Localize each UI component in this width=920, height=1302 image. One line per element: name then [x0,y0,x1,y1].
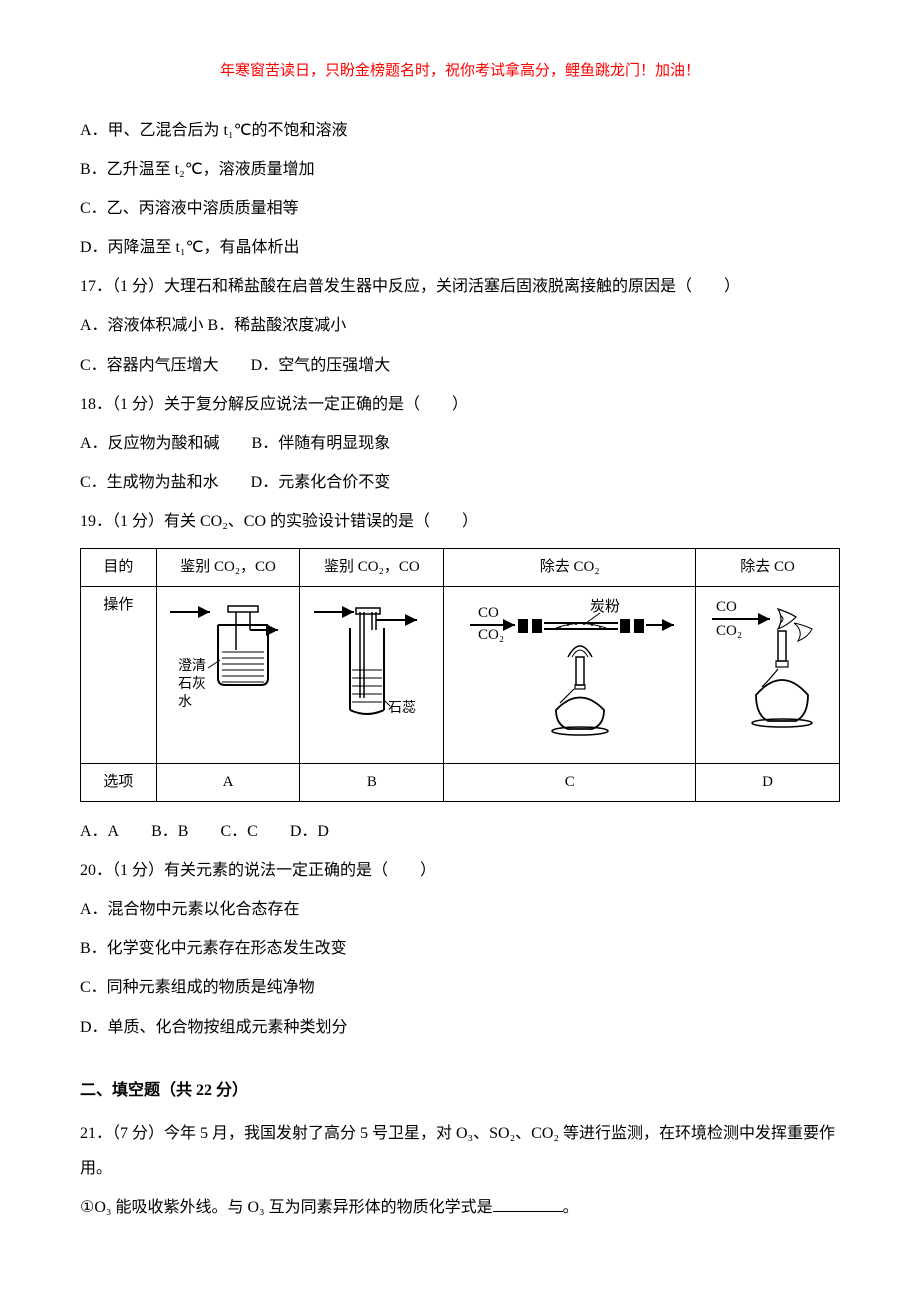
q21-stem: 21．（7 分）今年 5 月，我国发射了高分 5 号卫星，对 O₃、SO₂、CO… [80,1116,840,1186]
q17-stem: 17．（1 分）大理石和稀盐酸在启普发生器中反应，关闭活塞后固液脱离接触的原因是… [80,269,840,304]
q20-option-b: B．化学变化中元素存在形态发生改变 [80,931,840,966]
cell-option-a: A [156,763,300,801]
q18-options-ab: A．反应物为酸和碱 B．伴随有明显现象 [80,426,840,461]
q16-option-a: A．甲、乙混合后为 t₁℃的不饱和溶液 [80,113,840,148]
q18-stem: 18．（1 分）关于复分解反应说法一定正确的是（ ） [80,387,840,422]
diagram-a: 澄清 石灰 水 [156,586,300,763]
diagram-c: CO CO₂ 炭粉 [444,586,696,763]
label-co-in: CO [478,605,499,621]
q19-stem: 19．（1 分）有关 CO₂、CO 的实验设计错误的是（ ） [80,504,840,539]
q19-inline-d: D．D [290,814,329,849]
q16-option-b: B．乙升温至 t₂℃，溶液质量增加 [80,152,840,187]
cell-purpose-d: 除去 CO [696,548,840,586]
svg-text:石灰: 石灰 [178,676,206,692]
cell-operation-label: 操作 [81,586,157,763]
cell-option-c: C [444,763,696,801]
q20-option-a: A．混合物中元素以化合态存在 [80,892,840,927]
label-limewater: 澄清 [178,658,206,674]
label-co2-in: CO₂ [478,627,504,643]
cell-purpose-c: 除去 CO₂ [444,548,696,586]
cell-option-label: 选项 [81,763,157,801]
q19-inline-a: A．A [80,814,119,849]
q16-option-d: D．丙降温至 t₁℃，有晶体析出 [80,230,840,265]
q16-option-c: C．乙、丙溶液中溶质质量相等 [80,191,840,226]
q21-part1-post: 。 [563,1199,579,1216]
q17-options-ab: A．溶液体积减小 B．稀盐酸浓度减小 [80,308,840,343]
table-row: 目的 鉴别 CO₂，CO 鉴别 CO₂，CO 除去 CO₂ 除去 CO [81,548,840,586]
q19-options: A．A B．B C．C D．D [80,814,840,849]
fill-blank[interactable] [493,1196,563,1212]
q20-option-c: C．同种元素组成的物质是纯净物 [80,970,840,1005]
table-row: 选项 A B C D [81,763,840,801]
page-motto: 年寒窗苦读日，只盼金榜题名时，祝你考试拿高分，鲤鱼跳龙门！加油！ [80,60,840,83]
q17-options-cd: C．容器内气压增大 D．空气的压强增大 [80,348,840,383]
label-carbon-powder: 炭粉 [590,598,620,615]
section2-heading: 二、填空题（共 22 分） [80,1073,840,1108]
diagram-d: CO CO₂ [696,586,840,763]
q20-stem: 20．（1 分）有关元素的说法一定正确的是（ ） [80,853,840,888]
q19-table: 目的 鉴别 CO₂，CO 鉴别 CO₂，CO 除去 CO₂ 除去 CO 操作 [80,548,840,802]
cell-purpose-b: 鉴别 CO₂，CO [300,548,444,586]
q18-options-cd: C．生成物为盐和水 D．元素化合价不变 [80,465,840,500]
q21-part1: ①O₃ 能吸收紫外线。与 O₃ 互为同素异形体的物质化学式是 。 [80,1190,840,1225]
cell-option-b: B [300,763,444,801]
cell-purpose-label: 目的 [81,548,157,586]
label-co-d: CO [716,599,737,615]
table-row: 操作 澄清 石灰 水 [81,586,840,763]
cell-option-d: D [696,763,840,801]
cell-purpose-a: 鉴别 CO₂，CO [156,548,300,586]
svg-text:水: 水 [178,694,192,710]
q20-option-d: D．单质、化合物按组成元素种类划分 [80,1010,840,1045]
q19-inline-b: B．B [151,814,188,849]
label-litmus: 石蕊 [388,700,416,716]
label-co2-d: CO₂ [716,623,742,639]
q21-part1-pre: ①O₃ 能吸收紫外线。与 O₃ 互为同素异形体的物质化学式是 [80,1199,493,1216]
diagram-b: 石蕊 [300,586,444,763]
q19-inline-c: C．C [220,814,257,849]
